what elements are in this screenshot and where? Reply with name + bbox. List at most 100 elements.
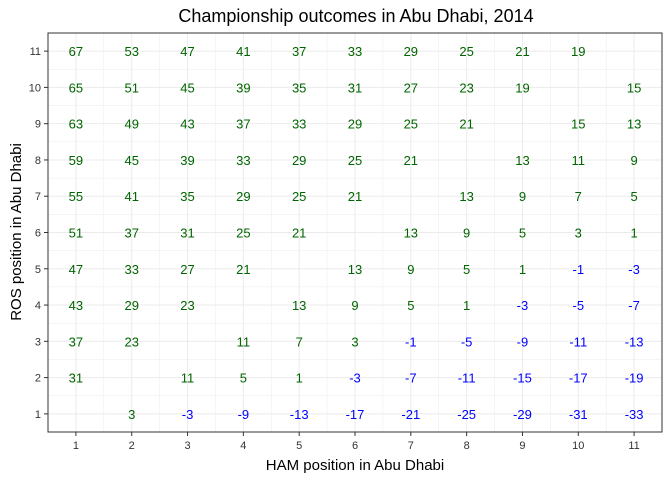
cell-value: 31 [180, 226, 194, 241]
cell-value: 9 [463, 226, 470, 241]
cell-value: 25 [404, 117, 418, 132]
cell-value: 55 [69, 189, 83, 204]
cell-value: 5 [407, 298, 414, 313]
cell-value: 11 [237, 334, 251, 349]
cell-value: 13 [404, 226, 418, 241]
cell-value: 37 [124, 226, 138, 241]
y-axis-title: ROS position in Abu Dhabi [8, 143, 25, 321]
cell-value: -3 [182, 407, 194, 422]
cell-value: 1 [296, 371, 303, 386]
cell-value: 35 [180, 189, 194, 204]
cell-value: -7 [628, 298, 640, 313]
cell-value: 1 [519, 262, 526, 277]
cell-value: 3 [575, 226, 582, 241]
cell-value: 41 [236, 44, 250, 59]
cell-value: 59 [69, 153, 83, 168]
cell-value: 29 [292, 153, 306, 168]
cell-value: 37 [236, 117, 250, 132]
cell-value: 47 [180, 44, 194, 59]
cell-value: -5 [461, 334, 473, 349]
x-tick-label: 9 [519, 440, 525, 452]
chart-title: Championship outcomes in Abu Dhabi, 2014 [178, 6, 533, 26]
cell-value: 5 [630, 189, 637, 204]
cell-value: 13 [292, 298, 306, 313]
cell-value: 27 [404, 80, 418, 95]
x-tick-label: 6 [352, 440, 358, 452]
grid-lines [47, 32, 663, 433]
cell-value: -29 [513, 407, 532, 422]
cell-value: 51 [69, 226, 83, 241]
x-tick-label: 11 [628, 440, 639, 452]
cell-value: -19 [625, 371, 644, 386]
cell-value: 11 [572, 153, 586, 168]
cell-value: 49 [124, 117, 138, 132]
cell-value: 13 [348, 262, 362, 277]
cell-value: -33 [625, 407, 644, 422]
cell-value: 25 [459, 44, 473, 59]
y-tick-label: 1 [35, 409, 41, 421]
cell-value: 21 [348, 189, 362, 204]
cell-value: 21 [292, 226, 306, 241]
cell-value: 25 [236, 226, 250, 241]
cell-value: 31 [69, 371, 83, 386]
cell-value: -17 [346, 407, 365, 422]
cell-value: 1 [630, 226, 637, 241]
cell-value: 13 [459, 189, 473, 204]
cell-value: -11 [458, 371, 476, 386]
cell-value: -15 [513, 371, 532, 386]
x-tick-label: 4 [240, 440, 246, 452]
cell-value: 65 [69, 80, 83, 95]
y-tick-label: 2 [35, 373, 41, 385]
cell-value: 29 [404, 44, 418, 59]
cell-value: 21 [236, 262, 250, 277]
cell-value: 21 [515, 44, 529, 59]
cell-value: -5 [572, 298, 584, 313]
x-tick-label: 3 [184, 440, 190, 452]
cell-value: -3 [628, 262, 640, 277]
cell-value: 37 [292, 44, 306, 59]
cell-value: 51 [124, 80, 138, 95]
cell-value: 33 [348, 44, 362, 59]
cell-value: 7 [575, 189, 582, 204]
cell-value: 9 [519, 189, 526, 204]
cell-value: 41 [124, 189, 138, 204]
x-tick-label: 1 [73, 440, 79, 452]
cell-value: 39 [180, 153, 194, 168]
cell-value: -1 [405, 334, 417, 349]
cell-value: 29 [348, 117, 362, 132]
cell-value: -25 [457, 407, 476, 422]
cell-value: -13 [290, 407, 309, 422]
cell-value: 3 [351, 334, 358, 349]
cell-value: -3 [517, 298, 529, 313]
y-tick-label: 7 [35, 191, 41, 203]
cell-value: 43 [180, 117, 194, 132]
cell-value: 25 [292, 189, 306, 204]
cell-value: 5 [519, 226, 526, 241]
y-tick-label: 5 [35, 264, 41, 276]
cell-value: 3 [128, 407, 135, 422]
cell-value: 21 [404, 153, 418, 168]
cell-value: 11 [181, 371, 195, 386]
cell-value: 21 [459, 117, 473, 132]
y-tick-label: 10 [29, 82, 41, 94]
cell-value: 29 [124, 298, 138, 313]
cell-value: 15 [627, 80, 641, 95]
cell-value: -13 [625, 334, 644, 349]
cell-value: -7 [405, 371, 417, 386]
y-tick-label: 4 [35, 300, 41, 312]
cell-value: -1 [572, 262, 584, 277]
y-axis-ticks: 1 2 3 4 5 6 7 8 9 10 11 [29, 46, 48, 421]
x-tick-label: 5 [296, 440, 302, 452]
cell-value: -3 [349, 371, 361, 386]
cell-value: 5 [463, 262, 470, 277]
cell-value: 13 [515, 153, 529, 168]
cell-value: -21 [401, 407, 420, 422]
cell-value: 7 [296, 334, 303, 349]
x-tick-label: 8 [464, 440, 470, 452]
cell-value: 25 [348, 153, 362, 168]
cell-value: -9 [517, 334, 529, 349]
x-axis-title: HAM position in Abu Dhabi [266, 457, 444, 474]
cell-value: 9 [407, 262, 414, 277]
cell-value: 33 [292, 117, 306, 132]
